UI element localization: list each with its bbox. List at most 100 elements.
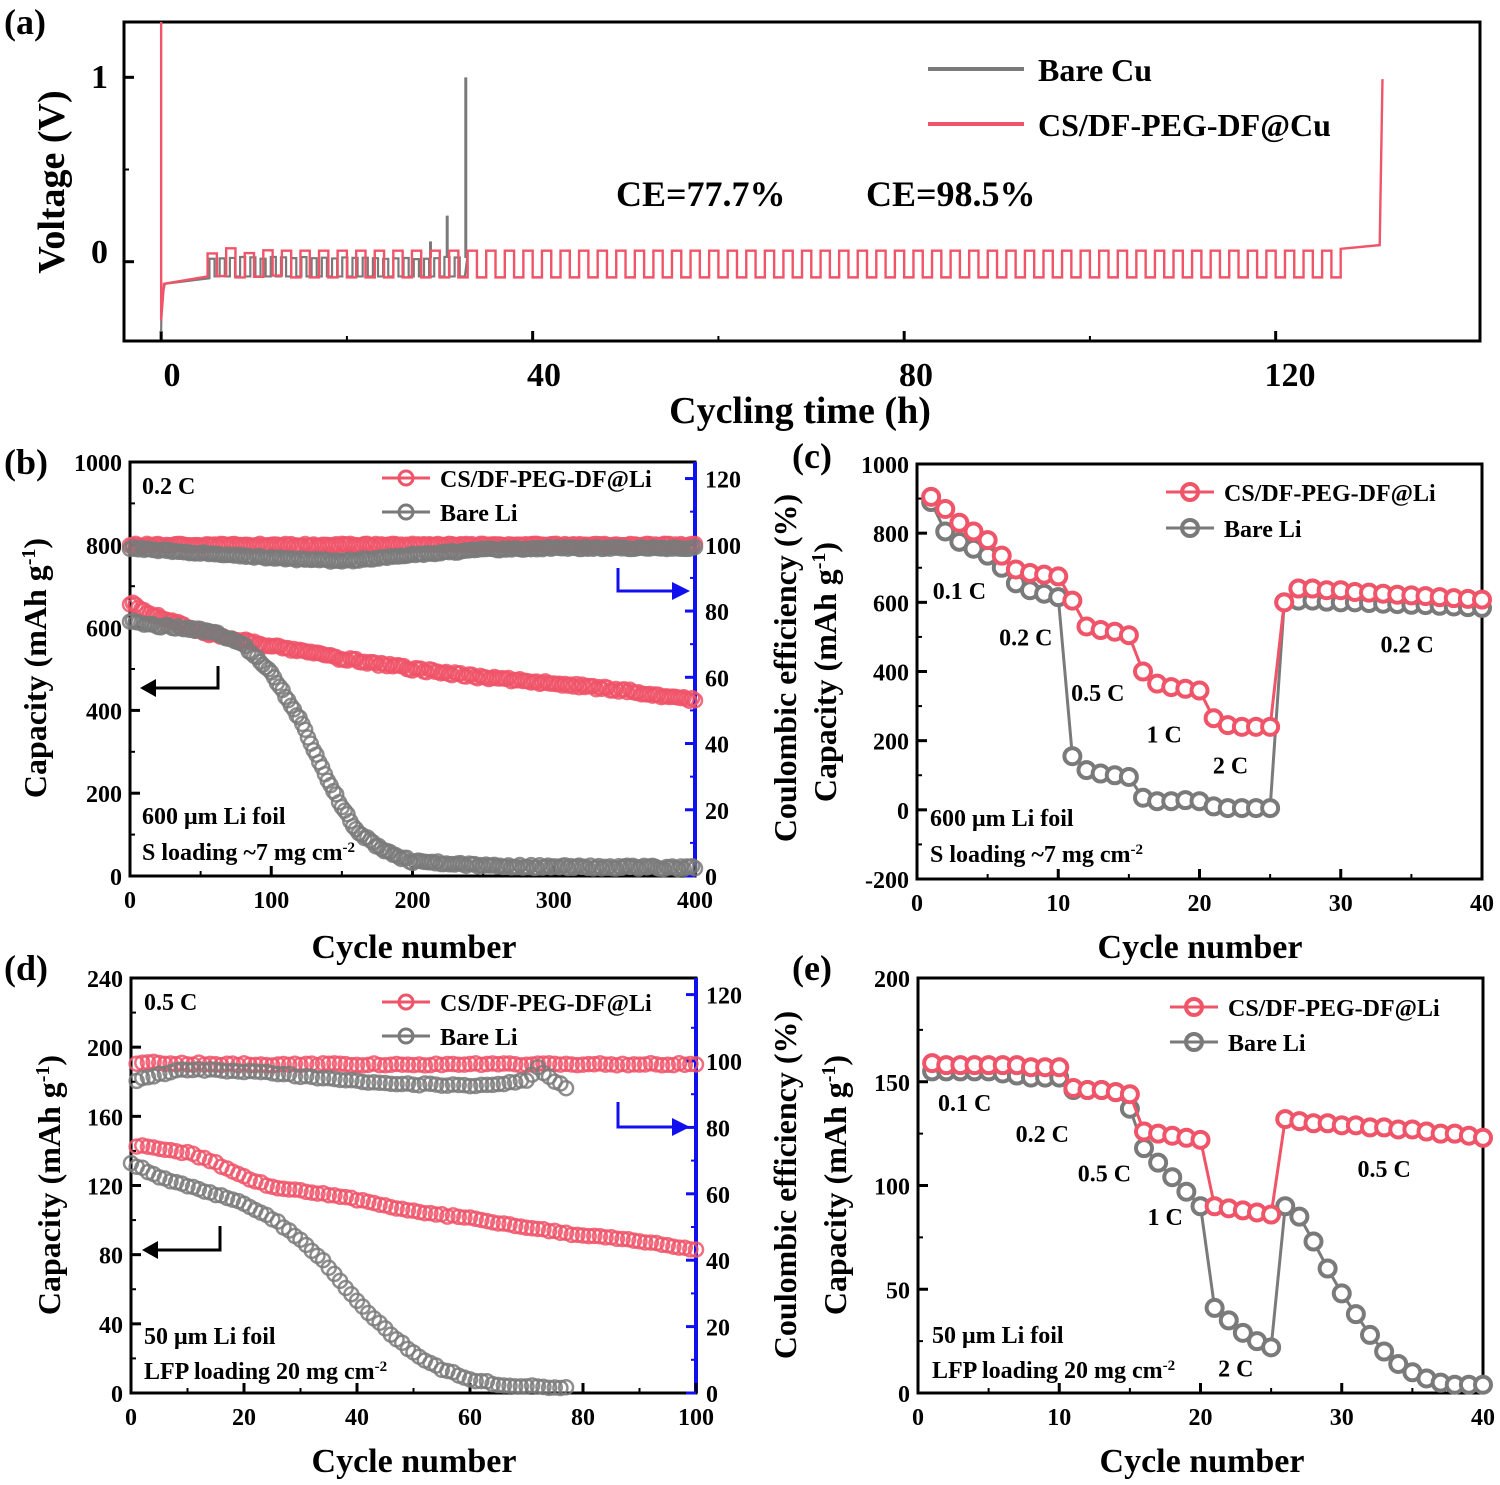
ce-marker-bare-li [371,1074,388,1092]
data-marker-cs-li [1472,589,1492,610]
ytick-label: 1 [91,59,108,96]
xtick-label: 120 [1265,357,1316,394]
xtick-label: 20 [1188,891,1212,917]
ce-marker-cs-li [450,1056,467,1073]
ytick-label: 400 [873,661,909,687]
arrow-left-head-d [142,1241,158,1259]
xtick-label: 40 [1471,1405,1495,1431]
ce-marker-bare-li [134,1069,151,1087]
capacity-marker-cs-li [348,1192,366,1209]
data-marker-bare-li [1374,1341,1395,1362]
legend-e: CS/DF-PEG-DF@Li Bare Li [1170,996,1440,1057]
arrow-right-b [616,568,680,593]
capacity-marker-cs-li [388,1200,405,1217]
capacity-marker-bare-li [540,1379,558,1397]
ce-marker-bare-li [388,1075,405,1093]
ce-marker-cs-li [331,1055,349,1073]
ce-marker-cs-li [456,1056,473,1073]
ce-marker-bare-li [478,1076,496,1094]
y2tick-label: 80 [706,1116,730,1142]
ce-marker-cs-li [653,1057,671,1074]
capacity-marker-cs-li [518,1219,535,1237]
ce-marker-cs-li [574,1056,592,1073]
rate-label: 2 C [1218,1356,1253,1382]
ce-marker-cs-li [348,1056,366,1074]
xtick-label: 200 [395,888,431,914]
ce-marker-cs-li [631,1056,648,1073]
xtick-labels-a: 0 40 80 120 [164,357,1316,394]
capacity-marker-cs-li [139,1138,157,1155]
ce-marker-cs-li [399,1056,417,1073]
data-marker-bare-li [1118,766,1139,787]
capacity-marker-cs-li [506,1217,524,1235]
panel-b: (b) 0 100 200 300 40002004006008001000020406… [4,442,803,966]
series-group-e [922,1053,1493,1395]
capacity-marker-bare-li [162,1173,179,1190]
capacity-marker-cs-li [636,1234,654,1251]
xtick-label: 20 [232,1405,256,1431]
capacity-marker-cs-li [156,1141,174,1159]
y2tick-label: 20 [706,1316,730,1342]
legend-marker-cs-li [1184,997,1204,1017]
capacity-marker-bare-li [506,1378,524,1395]
xtick-label: 40 [527,357,561,394]
xtick-label: 0 [164,357,181,394]
legend-label-bare-li: Bare Li [1224,517,1302,543]
legend-label-bare-li: Bare Li [1228,1031,1306,1057]
ce-marker-cs-li [444,1055,462,1073]
data-marker-cs-li [921,486,942,507]
ce-marker-cs-li [371,1056,388,1074]
data-marker-bare-li [1062,746,1083,767]
capacity-marker-cs-li [586,1227,603,1245]
y-axis-label-b: Capacity (mAh g-1) [17,538,53,798]
ce-marker-cs-li [659,1056,676,1074]
capacity-marker-cs-li [597,1229,614,1246]
ce-marker-cs-li [377,1057,394,1074]
ce-marker-bare-li [247,1063,264,1080]
capacity-marker-bare-li [546,1379,563,1396]
capacity-marker-cs-li [151,1140,168,1158]
ce-marker-bare-li [314,1070,332,1087]
data-marker-cs-li [949,512,970,533]
data-marker-cs-li [963,521,984,542]
series-group-d [122,1053,705,1397]
capacity-marker-cs-li [309,1185,326,1202]
rate-label: 0.2 C [999,626,1052,652]
legend-label-cs-cu: CS/DF-PEG-DF@Cu [1038,107,1331,143]
xtick-label: 300 [536,888,572,914]
ce-marker-cs-li [495,1055,513,1072]
legend-a: Bare Cu CS/DF-PEG-DF@Cu [928,52,1331,143]
panel-label-b: (b) [4,442,48,482]
data-marker-cs-li [1473,1127,1493,1148]
ytick-label: 240 [87,967,123,993]
legend-d: CS/DF-PEG-DF@Li Bare Li [382,991,652,1051]
legend-label-bare-cu: Bare Cu [1038,52,1152,88]
legend-b: CS/DF-PEG-DF@Li Bare Li [382,467,652,527]
rate-label-b: 0.2 C [142,474,195,500]
ce-marker-cs-li [597,1056,614,1073]
ytick-labels-a: 1 0 [91,59,108,271]
data-marker-bare-li [1204,1297,1225,1318]
data-marker-bare-li [1303,1231,1324,1252]
data-marker-cs-li [1189,680,1210,701]
ce-marker-bare-li [213,1062,230,1079]
ce-marker-cs-li [676,1056,693,1074]
legend-marker-bare-li [397,1027,415,1045]
ce-marker-cs-li [552,1056,569,1073]
data-marker-cs-li [1049,1057,1070,1078]
ce-marker-cs-li [580,1055,597,1073]
ce-marker-bare-li [382,1075,400,1093]
capacity-marker-cs-li [614,1230,631,1248]
capacity-marker-cs-li [427,1206,445,1223]
xtick-label: 30 [1329,891,1353,917]
panel-label-d: (d) [4,948,48,988]
ce-marker-bare-li [151,1065,168,1082]
data-marker-cs-li [977,530,998,551]
capacity-marker-bare-li [557,1379,575,1396]
ce-marker-bare-li [444,1076,462,1093]
panel-label-c: (c) [792,436,832,476]
capacity-marker-cs-li [275,1180,292,1197]
capacity-marker-cs-li [670,1239,688,1256]
y2tick-label: 60 [705,666,729,692]
